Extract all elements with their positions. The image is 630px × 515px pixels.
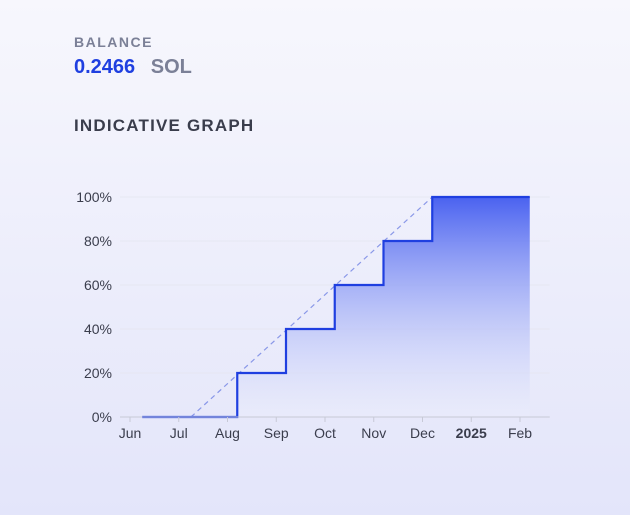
- balance-unit: SOL: [150, 56, 192, 78]
- x-tick-label: 2025: [456, 425, 487, 441]
- x-tick-label: Jul: [170, 425, 188, 441]
- axis-layer: 0% 20% 40% 60% 80% 100% Jun Jul Aug Sep Oct Nov Dec 2…: [76, 189, 550, 441]
- x-tick-label: Sep: [264, 425, 289, 441]
- balance-value: 0.2466: [74, 56, 136, 78]
- linear-reference-line: [190, 196, 433, 418]
- balance-row: 0.2466 SOL: [74, 56, 192, 79]
- vesting-step-line: [142, 195, 530, 419]
- reference-layer: [190, 196, 433, 418]
- x-tick-label: Feb: [508, 425, 532, 441]
- area-layer: [142, 197, 530, 417]
- x-tick-label: Aug: [215, 425, 240, 441]
- y-tick-label: 40%: [84, 321, 112, 337]
- graph-title: INDICATIVE GRAPH: [74, 116, 255, 135]
- x-tick-label: Jun: [119, 425, 142, 441]
- x-tick-label: Oct: [314, 425, 336, 441]
- y-tick-label: 20%: [84, 365, 112, 381]
- y-tick-label: 80%: [84, 233, 112, 249]
- x-tick-label: Nov: [361, 425, 386, 441]
- y-tick-label: 60%: [84, 277, 112, 293]
- vesting-area: [142, 197, 530, 417]
- balance-label: BALANCE: [74, 34, 153, 50]
- y-tick-label: 100%: [76, 189, 112, 205]
- line-layer: [142, 195, 530, 419]
- y-tick-label: 0%: [92, 409, 112, 425]
- x-tick-label: Dec: [410, 425, 435, 441]
